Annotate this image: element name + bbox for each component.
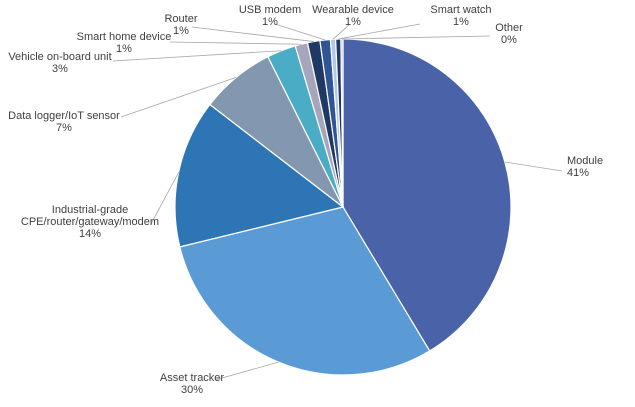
leader-line-asset-tracker: [214, 361, 279, 381]
pie-slice-module: [342, 38, 512, 352]
slice-label-usb-modem: USB modem 1%: [239, 4, 301, 28]
leader-line-data-logger-iot-sensor: [120, 76, 237, 118]
leader-lines-layer: [112, 23, 563, 381]
slice-label-other: Other 0%: [495, 22, 523, 46]
slice-label-data-logger-iot-sensor: Data logger/IoT sensor 7%: [8, 110, 120, 134]
slice-label-router: Router 1%: [164, 13, 197, 37]
leader-line-vehicle-on-board-unit: [112, 50, 282, 62]
leader-line-wearable-device: [332, 23, 351, 40]
slice-label-industrial-grade-cpe-router-gateway-modem: Industrial-grade CPE/router/gateway/modem…: [21, 204, 159, 240]
slice-label-asset-tracker: Asset tracker 30%: [160, 372, 225, 396]
leader-line-router: [191, 26, 314, 42]
leader-line-other: [341, 35, 491, 40]
leader-line-module: [504, 161, 563, 172]
slice-label-smart-watch: Smart watch 1%: [430, 4, 491, 28]
slice-label-wearable-device: Wearable device 1%: [312, 4, 394, 28]
leader-line-usb-modem: [274, 23, 326, 41]
leader-line-smart-home-device: [169, 41, 302, 45]
leader-line-smart-watch: [338, 23, 421, 40]
slices-layer: [174, 38, 512, 376]
pie-slice-asset-tracker: [179, 206, 431, 376]
slice-label-vehicle-on-board-unit: Vehicle on-board unit 3%: [8, 51, 111, 75]
slice-label-module: Module 41%: [567, 155, 603, 179]
slice-label-smart-home-device: Smart home device 1%: [77, 31, 172, 55]
leader-line-industrial-grade-cpe-router-gateway-modem: [150, 172, 179, 225]
labels-layer: Module 41% Asset tracker 30% Industrial-grad…: [8, 4, 603, 396]
